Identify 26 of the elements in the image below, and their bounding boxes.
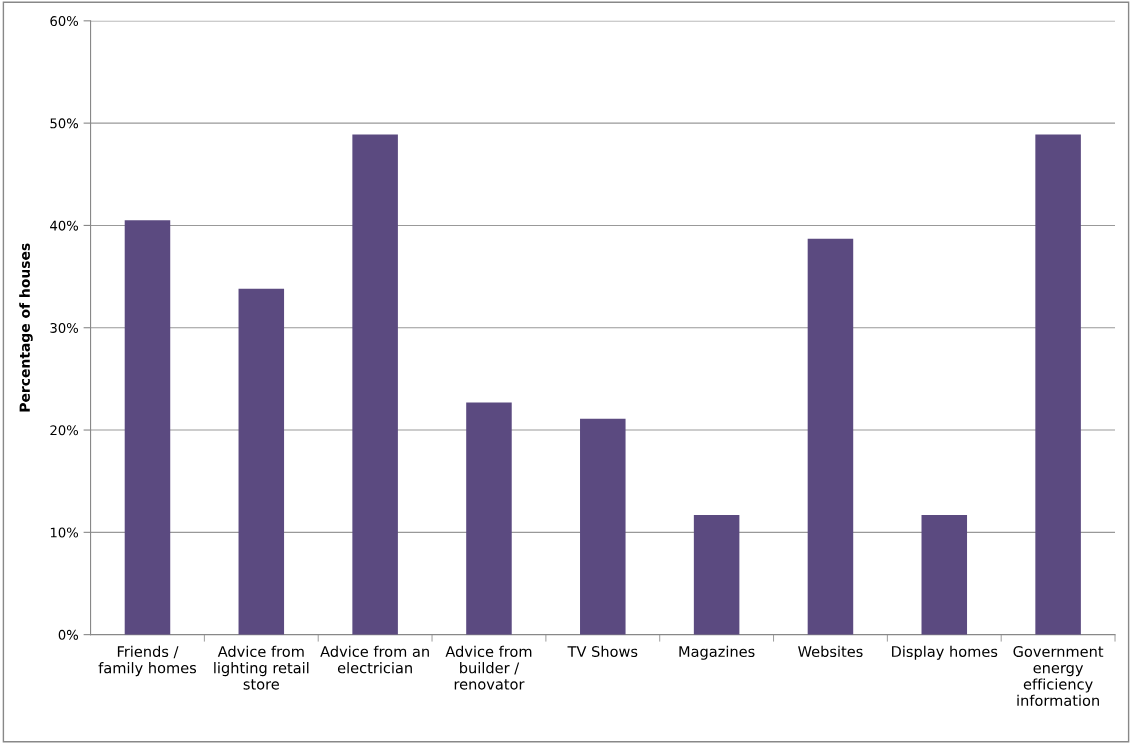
y-tick-label: 50% [50,118,79,129]
bar [352,134,398,635]
y-tick-label: 0% [58,629,79,640]
x-tick-label: Display homes [892,645,998,660]
bar [466,402,512,635]
x-tick-label: Government energy efficiency information [1013,646,1104,707]
x-tick-label: Advice from builder / renovator [445,645,532,690]
bar [807,238,854,635]
bar [921,514,968,635]
bar [580,418,626,635]
y-tick-label: 30% [50,322,79,333]
x-tick-label: Friends / family homes [98,645,197,677]
y-axis-title: Percentage of houses [19,243,33,412]
x-tick-label: TV Shows [567,645,638,658]
x-tick-label: Magazines [679,645,755,660]
y-tick-label: 60% [50,16,79,27]
bar [124,220,171,635]
x-tick-label: Websites [798,645,863,658]
bar [1035,134,1081,635]
bar [693,514,740,635]
y-tick-label: 20% [50,425,79,436]
x-tick-label: Advice from an electrician [320,645,429,674]
y-tick-label: 10% [50,527,79,538]
x-tick-label: Advice from lighting retail store [214,645,309,690]
y-tick-label: 40% [50,220,79,231]
bar [238,288,285,635]
